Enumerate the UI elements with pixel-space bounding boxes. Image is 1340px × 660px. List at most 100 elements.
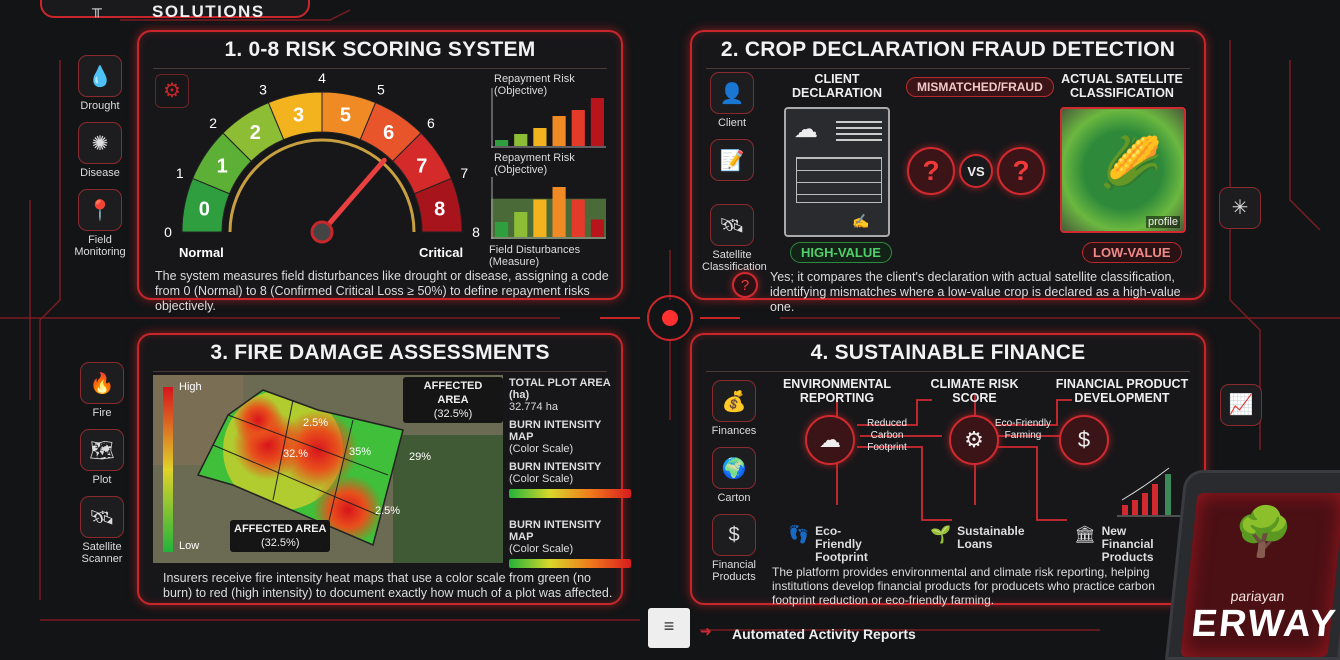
stat-title: BURN INTENSITY MAP xyxy=(509,519,602,543)
document-icon: ≡ xyxy=(648,608,690,648)
cell-label: 35% xyxy=(349,446,372,458)
gauge-tick-label: 5 xyxy=(377,82,385,98)
callout-value: (32.5%) xyxy=(260,537,300,549)
automated-reports-label: Automated Activity Reports xyxy=(732,626,916,642)
mismatch-badge: MISMATCHED/FRAUD xyxy=(906,77,1054,97)
brand-device: 🌳 pariayan ERWAY xyxy=(1165,470,1340,660)
satellite-crop-image: 🌽 profile xyxy=(1060,107,1186,233)
question-icon: ? xyxy=(732,272,758,298)
gauge-segment-label: 5 xyxy=(340,104,351,126)
stat-value: (Color Scale) xyxy=(509,473,574,485)
field-disturbance-chart xyxy=(491,177,606,239)
panel2-sidebar: 👤 Client 📝 🛰 Satellite Classification xyxy=(702,72,767,283)
gauge-inner-arc xyxy=(228,138,416,233)
drought-icon[interactable]: 💧 xyxy=(78,55,122,97)
bar xyxy=(533,128,547,146)
virus-icon[interactable]: ✺ xyxy=(78,122,122,164)
vs-badge: VS xyxy=(959,154,993,188)
dollar-coin-icon[interactable]: $ xyxy=(712,514,756,556)
document-edit-icon[interactable]: 📝 xyxy=(710,139,754,181)
gauge-tick-label: 1 xyxy=(176,165,184,181)
logo-icon: ╥ xyxy=(92,0,102,16)
gauge-segment-label: 8 xyxy=(434,199,445,221)
panel1-sidebar: 💧 Drought ✺ Disease 📍 Field Monitoring xyxy=(70,55,130,268)
bar xyxy=(552,116,566,146)
outcome-eco-footprint: 👣 Eco-Friendly Footprint xyxy=(788,525,885,564)
step-heading: ENVIRONMENTAL REPORTING xyxy=(782,377,892,405)
cell-label: 32.% xyxy=(283,448,309,460)
fire-heatmap: High Low 2.5% 32.% 35% 29% 2.5% AFFECTED… xyxy=(153,375,503,563)
panel-description: The platform provides environmental and … xyxy=(772,565,1155,607)
cotton-icon: ☁ xyxy=(794,116,818,143)
panel-description: Insurers receive fire intensity heat map… xyxy=(163,571,613,600)
network-icon[interactable]: ✳ xyxy=(1219,187,1261,229)
bar xyxy=(495,140,509,146)
header-title: SOLUTIONS xyxy=(152,2,265,21)
globe-icon[interactable]: 🌍 xyxy=(712,447,756,489)
fire-icon[interactable]: 🔥 xyxy=(80,362,124,404)
stat-title: TOTAL PLOT AREA (ha) xyxy=(509,377,611,401)
money-bag-icon[interactable]: 💰 xyxy=(712,380,756,422)
gauge-tick-label: 7 xyxy=(460,165,468,181)
cell-label: 2.5% xyxy=(375,505,401,517)
gauge-max-label: Critical xyxy=(419,245,463,260)
sidebar-label: Carton xyxy=(717,492,751,504)
profile-label: profile xyxy=(1146,216,1180,228)
satellite-icon[interactable]: 🛰 xyxy=(80,496,124,538)
gauge-needle xyxy=(319,157,387,235)
cloud-download-icon: ☁ xyxy=(805,415,855,465)
callout-title: AFFECTED AREA xyxy=(423,380,483,406)
field-location-icon[interactable]: 📍 xyxy=(78,189,122,231)
low-value-badge: LOW-VALUE xyxy=(1082,242,1182,263)
target-ring xyxy=(647,295,693,341)
gauge-tick-label: 2 xyxy=(209,115,217,131)
outcome-label: Sustainable Loans xyxy=(957,524,1025,551)
corn-icon: 🌽 xyxy=(1100,135,1163,191)
header-banner: ╥ SOLUTIONS xyxy=(40,0,310,21)
connector-label: Reduced Carbon Footprint xyxy=(866,418,908,453)
panel-description: Yes; it compares the client's declaratio… xyxy=(770,270,1181,314)
satellite-classification-heading: ACTUAL SATELLITE CLASSIFICATION xyxy=(1061,72,1183,100)
bar xyxy=(590,98,604,146)
sidebar-label: Finances xyxy=(711,425,757,437)
gauge-tick-label: 0 xyxy=(164,224,172,240)
connector-label: Eco-Friendly Farming xyxy=(994,418,1052,441)
stat-title: BURN INTENSITY xyxy=(509,461,602,473)
gauge-segment-label: 3 xyxy=(293,104,304,126)
outcome-label: Eco-Friendly Footprint xyxy=(815,524,868,564)
step-heading: CLIMATE RISK SCORE xyxy=(930,377,1019,405)
panel4-sidebar: 💰 Finances 🌍 Carton $ Financial Products xyxy=(704,380,764,593)
sidebar-label: Plot xyxy=(92,474,112,486)
stat-value: (Color Scale) xyxy=(509,543,574,555)
panel-title: 4. SUSTAINABLE FINANCE xyxy=(810,341,1086,364)
growth-bar-chart xyxy=(1117,467,1192,517)
growth-chart-icon[interactable]: 📈 xyxy=(1220,384,1262,426)
question-icon: ? xyxy=(997,147,1045,195)
question-icon: ? xyxy=(907,147,955,195)
satellite-icon[interactable]: 🛰 xyxy=(710,204,754,246)
chart-bottom-caption: Field Disturbances (Measure) xyxy=(489,244,581,268)
affected-area-callout: AFFECTED AREA (32.5%) xyxy=(403,377,503,423)
chart-top-title: Repayment Risk (Objective) xyxy=(494,73,575,97)
callout-title: AFFECTED AREA xyxy=(234,523,327,535)
client-declaration-heading: CLIENT DECLARATION xyxy=(791,72,883,100)
panel-title: 2. CROP DECLARATION FRAUD DETECTION xyxy=(720,38,1176,61)
gauge-segment-label: 7 xyxy=(416,155,427,177)
plant-hand-icon: 🌱 xyxy=(930,525,952,544)
fire-stats: TOTAL PLOT AREA (ha) 32.774 ha BURN INTEN… xyxy=(509,377,631,568)
bar xyxy=(514,134,528,146)
color-scale-bar xyxy=(509,559,631,568)
panel3-sidebar: 🔥 Fire 🗺 Plot 🛰 Satellite Scanner xyxy=(72,362,132,575)
vs-label: VS xyxy=(967,163,985,179)
gauge-segment-label: 1 xyxy=(217,155,228,177)
gauge-hub xyxy=(310,220,334,244)
brand-name: ERWAY xyxy=(1189,603,1340,645)
sidebar-label: Financial Products xyxy=(711,559,757,583)
map-icon[interactable]: 🗺 xyxy=(80,429,124,471)
user-icon[interactable]: 👤 xyxy=(710,72,754,114)
panel-sustainable-finance: 4. SUSTAINABLE FINANCE 💰 Finances 🌍 Carton… xyxy=(690,333,1206,607)
gauge-min-label: Normal xyxy=(179,245,224,260)
gauge-segment-label: 0 xyxy=(199,199,210,221)
sidebar-label: Satellite Classification xyxy=(702,249,767,273)
